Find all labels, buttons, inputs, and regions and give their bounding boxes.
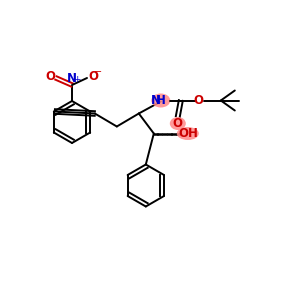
Text: H: H <box>156 94 166 107</box>
Ellipse shape <box>177 127 199 140</box>
Text: O: O <box>45 70 55 83</box>
Ellipse shape <box>151 94 170 107</box>
Ellipse shape <box>170 117 186 130</box>
Text: O: O <box>88 70 98 83</box>
Text: N: N <box>151 94 161 107</box>
Text: +: + <box>73 74 81 83</box>
Text: O: O <box>173 117 183 130</box>
Text: N: N <box>67 72 77 85</box>
Text: O: O <box>194 94 204 107</box>
Text: −: − <box>94 67 102 77</box>
Text: OH: OH <box>178 127 198 140</box>
